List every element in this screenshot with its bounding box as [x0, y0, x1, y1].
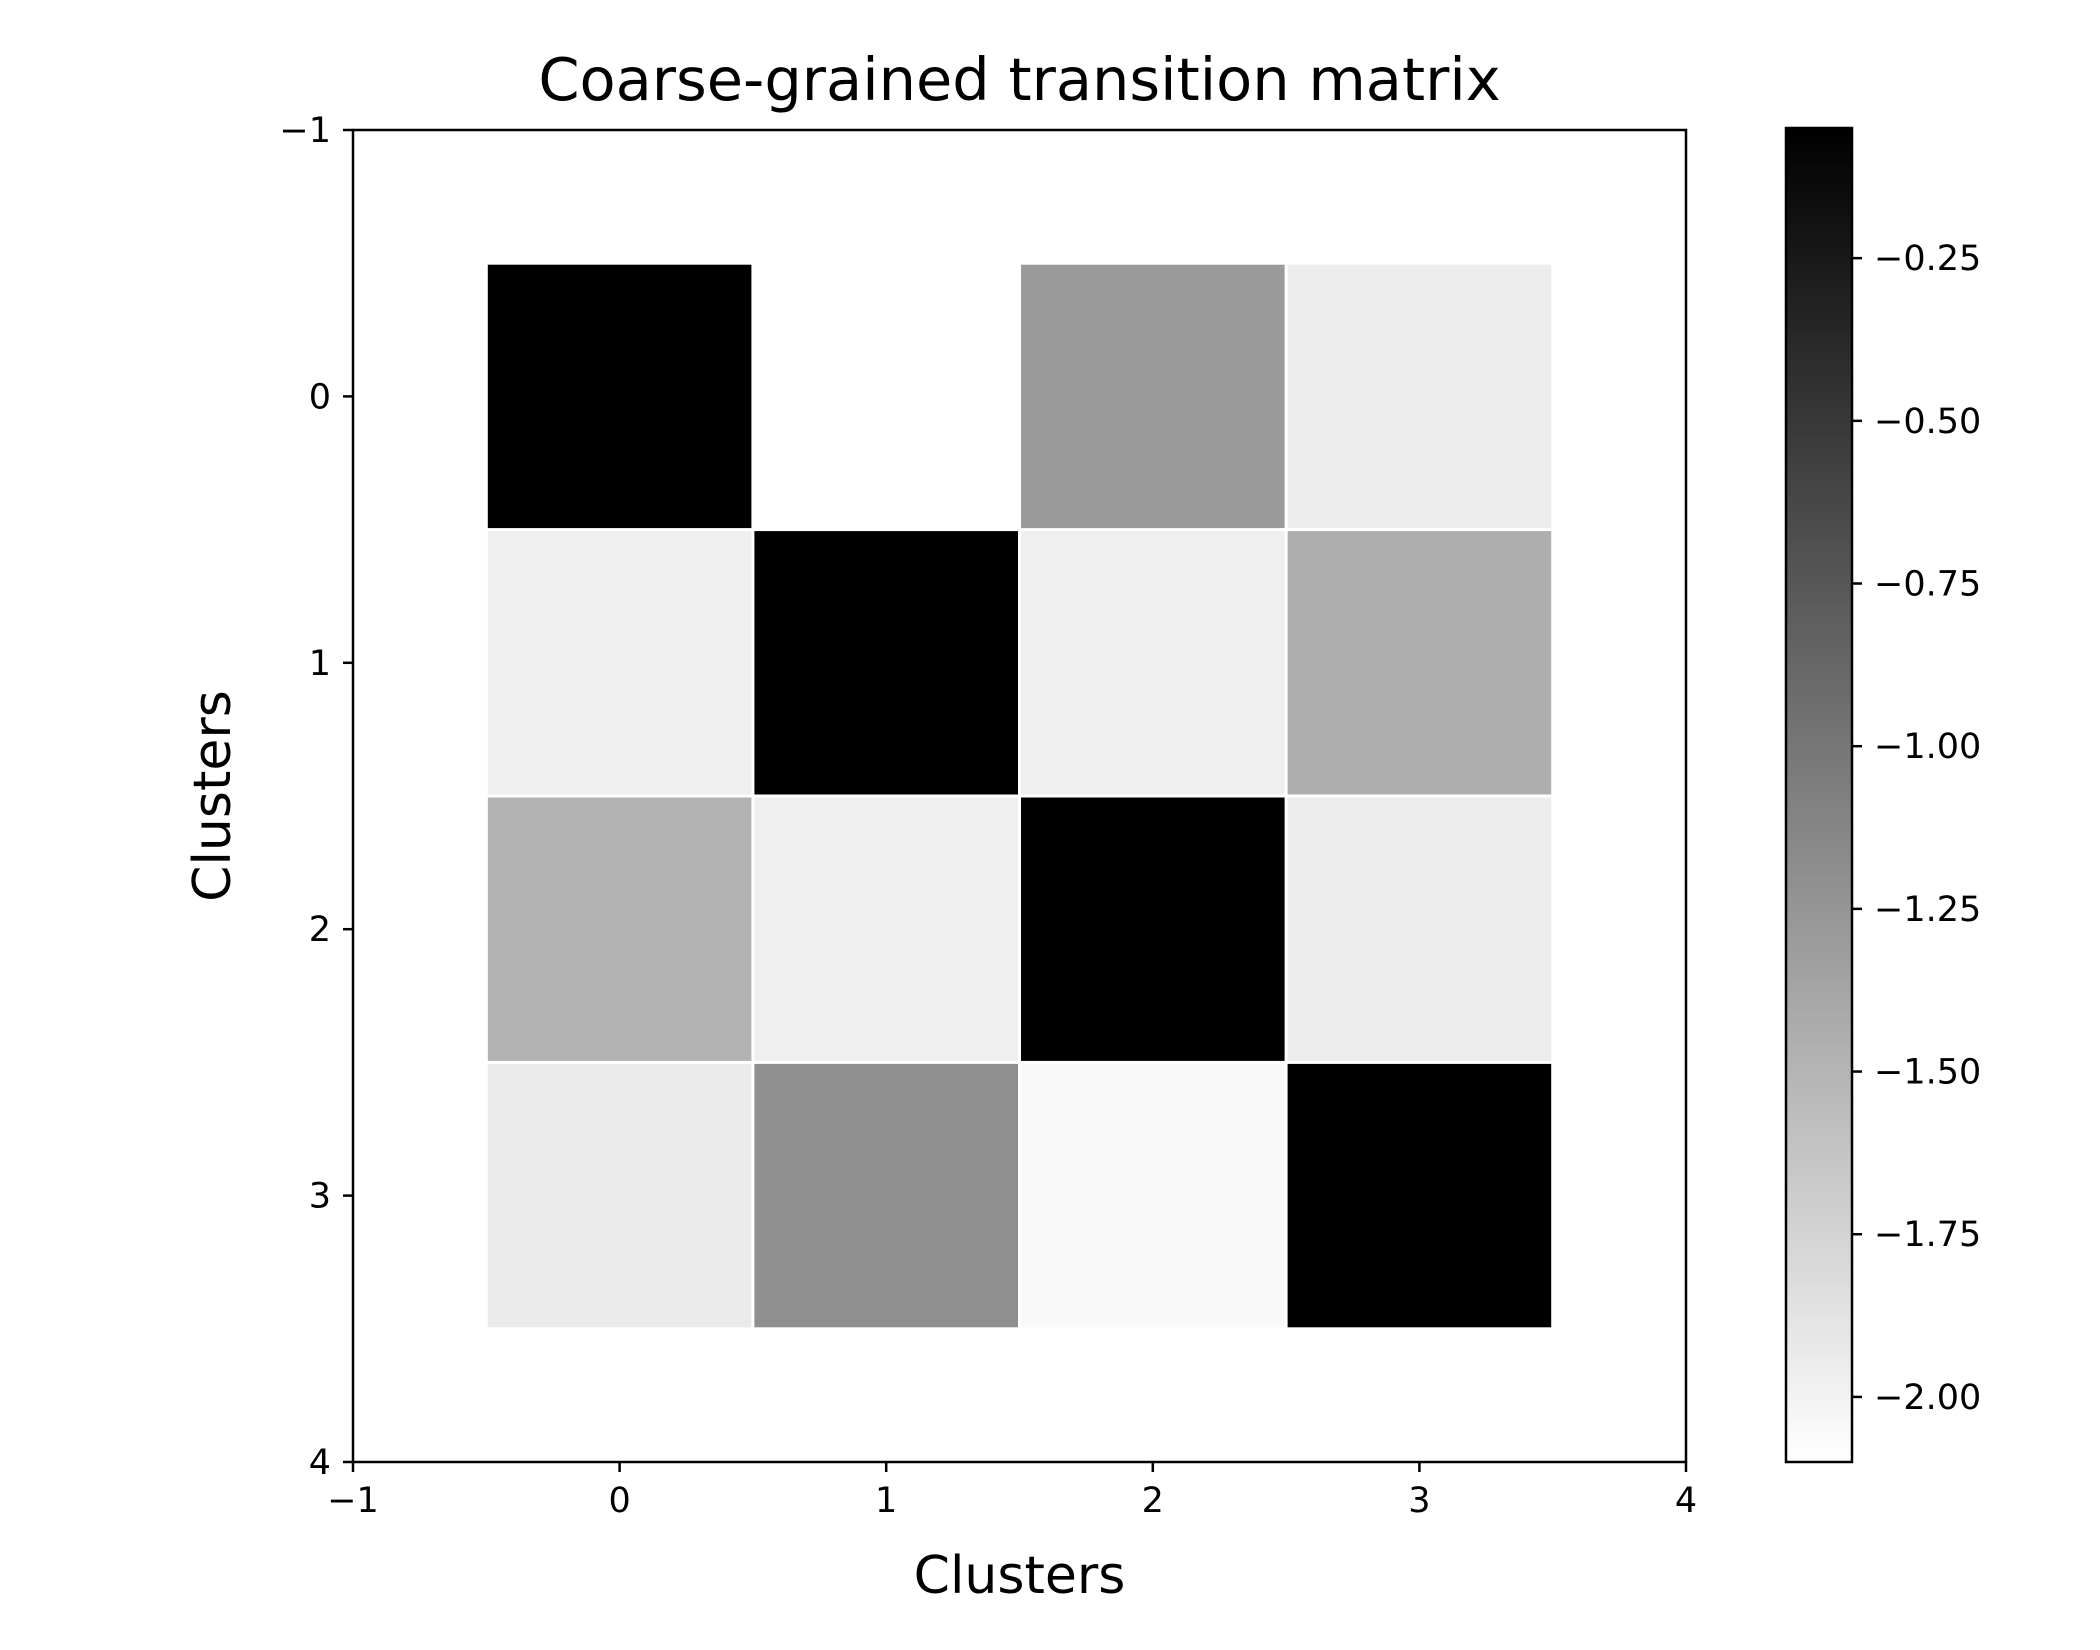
x-tick-label: 1 — [875, 1481, 897, 1521]
colorbar-tick-label: −0.75 — [1874, 565, 1981, 605]
y-tick-label: 4 — [309, 1443, 331, 1483]
y-tick-label: −1 — [279, 111, 331, 151]
colorbar-tick-label: −1.25 — [1874, 890, 1981, 930]
colorbar-ticks: −0.25 −0.50 −0.75 −1.00 −1.25 −1.50 −1.75 −2.00 — [1852, 239, 1981, 1418]
y-tick-label: 0 — [309, 377, 331, 417]
colorbar-tick-label: −1.75 — [1874, 1215, 1981, 1255]
heatmap-cell-r2-c3 — [1287, 797, 1552, 1061]
colorbar-tick-label: −0.50 — [1874, 402, 1981, 442]
heatmap-cell-r1-c3 — [1287, 531, 1552, 795]
y-tick-label: 3 — [309, 1177, 331, 1217]
chart-title: Coarse-grained transition matrix — [538, 45, 1500, 114]
heatmap-cell-r3-c0 — [487, 1063, 752, 1328]
y-tick-label: 2 — [309, 910, 331, 950]
colorbar-tick-label: −0.25 — [1874, 239, 1981, 279]
heatmap-cell-r0-c0 — [487, 264, 752, 529]
colorbar-tick-label: −1.50 — [1874, 1053, 1981, 1093]
heatmap-cell-r3-c3 — [1287, 1063, 1552, 1328]
heatmap-cell-r0-c1 — [754, 264, 1018, 529]
plot-frame — [351, 128, 1688, 1464]
colorbar-tick-label: −1.00 — [1874, 727, 1981, 767]
heatmap-cell-r3-c1 — [754, 1063, 1018, 1328]
x-tick-label: 4 — [1675, 1481, 1697, 1521]
heatmap-cell-r1-c2 — [1021, 531, 1285, 795]
x-axis-title: Clusters — [914, 1546, 1126, 1606]
colorbar-tick-label: −2.00 — [1874, 1378, 1981, 1418]
heatmap-cell-r2-c2 — [1021, 797, 1285, 1061]
heatmap-cell-r1-c0 — [487, 531, 752, 795]
x-tick-label: 2 — [1142, 1481, 1164, 1521]
heatmap-cell-r2-c1 — [754, 797, 1018, 1061]
y-tick-label: 1 — [309, 644, 331, 684]
heatmap-cells — [487, 264, 1552, 1328]
heatmap-cell-r2-c0 — [487, 797, 752, 1061]
heatmap-cell-r3-c2 — [1021, 1063, 1285, 1328]
x-tick-label: 3 — [1408, 1481, 1430, 1521]
x-tick-label: 0 — [608, 1481, 630, 1521]
x-tick-label: −1 — [327, 1481, 379, 1521]
heatmap-cell-r0-c2 — [1021, 264, 1285, 529]
heatmap-cell-r1-c1 — [754, 531, 1018, 795]
colorbar — [1784, 126, 1854, 1464]
heatmap-cell-r0-c3 — [1287, 264, 1552, 529]
y-axis-title: Clusters — [183, 690, 243, 902]
